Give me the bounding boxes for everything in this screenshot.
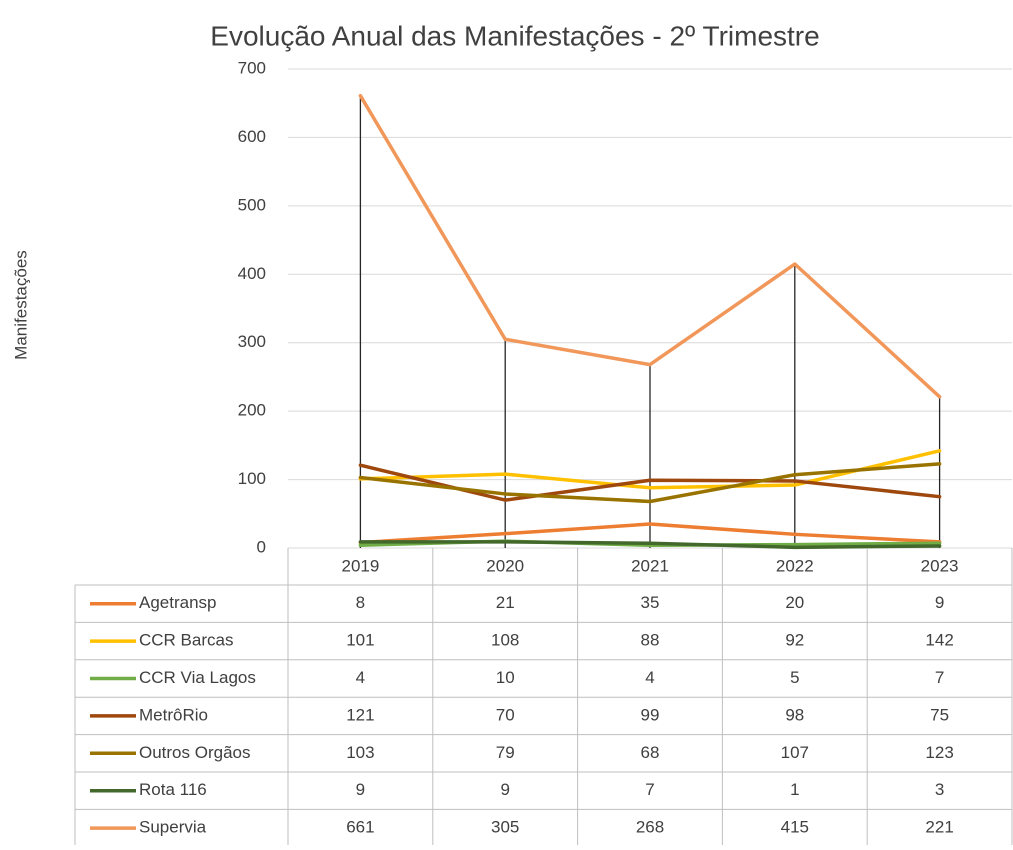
series-line <box>358 540 942 550</box>
chart-title: Evolução Anual das Manifestações - 2º Tr… <box>210 20 819 51</box>
table-cell: 142 <box>925 631 953 650</box>
legend-label: Agetransp <box>139 593 217 612</box>
table-cell: 88 <box>641 631 660 650</box>
series-line <box>358 522 942 545</box>
y-tick-label: 700 <box>238 58 266 77</box>
series-line <box>358 462 942 504</box>
table-cell: 268 <box>636 818 664 837</box>
table-cell: 4 <box>356 668 365 687</box>
table-cell: 9 <box>935 593 944 612</box>
y-tick-label: 0 <box>257 537 266 556</box>
table-cell: 123 <box>925 743 953 762</box>
table-cell: 415 <box>781 818 809 837</box>
legend-label: Supervia <box>139 818 207 837</box>
y-tick-label: 100 <box>238 469 266 488</box>
table-cell: 79 <box>496 743 515 762</box>
table-cell: 20 <box>785 593 804 612</box>
table-cell: 101 <box>346 631 374 650</box>
table-cell: 4 <box>645 668 654 687</box>
table-cell: 305 <box>491 818 519 837</box>
table-cell: 8 <box>356 593 365 612</box>
y-tick-label: 600 <box>238 127 266 146</box>
table-cell: 9 <box>500 780 509 799</box>
table-cell: 661 <box>346 818 374 837</box>
x-tick-label: 2021 <box>631 556 669 575</box>
legend-label: Rota 116 <box>139 780 207 799</box>
y-axis-label: Manifestações <box>11 250 30 360</box>
table-cell: 92 <box>785 631 804 650</box>
table-cell: 70 <box>496 705 515 724</box>
table-cell: 121 <box>346 705 374 724</box>
table-cell: 10 <box>496 668 515 687</box>
x-tick-label: 2022 <box>776 556 814 575</box>
x-tick-label: 2023 <box>921 556 959 575</box>
series-line <box>358 93 942 399</box>
table-cell: 9 <box>356 780 365 799</box>
table-cell: 7 <box>645 780 654 799</box>
legend-label: CCR Via Lagos <box>139 668 256 687</box>
table-cell: 3 <box>935 780 944 799</box>
table-cell: 7 <box>935 668 944 687</box>
table-cell: 21 <box>496 593 515 612</box>
table-cell: 98 <box>785 705 804 724</box>
y-tick-label: 500 <box>238 195 266 214</box>
table-cell: 68 <box>641 743 660 762</box>
table-cell: 221 <box>925 818 953 837</box>
series-line <box>358 449 942 490</box>
table-cell: 99 <box>641 705 660 724</box>
table-cell: 75 <box>930 705 949 724</box>
legend-label: MetrôRio <box>139 705 208 724</box>
table-cell: 107 <box>781 743 809 762</box>
x-tick-label: 2020 <box>486 556 524 575</box>
y-tick-label: 400 <box>238 264 266 283</box>
legend-label: CCR Barcas <box>139 631 233 650</box>
table-cell: 103 <box>346 743 374 762</box>
y-tick-label: 300 <box>238 332 266 351</box>
table-cell: 5 <box>790 668 799 687</box>
legend-label: Outros Orgãos <box>139 743 251 762</box>
y-tick-label: 200 <box>238 401 266 420</box>
table-cell: 35 <box>641 593 660 612</box>
table-cell: 1 <box>790 780 799 799</box>
table-cell: 108 <box>491 631 519 650</box>
x-tick-label: 2019 <box>341 556 379 575</box>
